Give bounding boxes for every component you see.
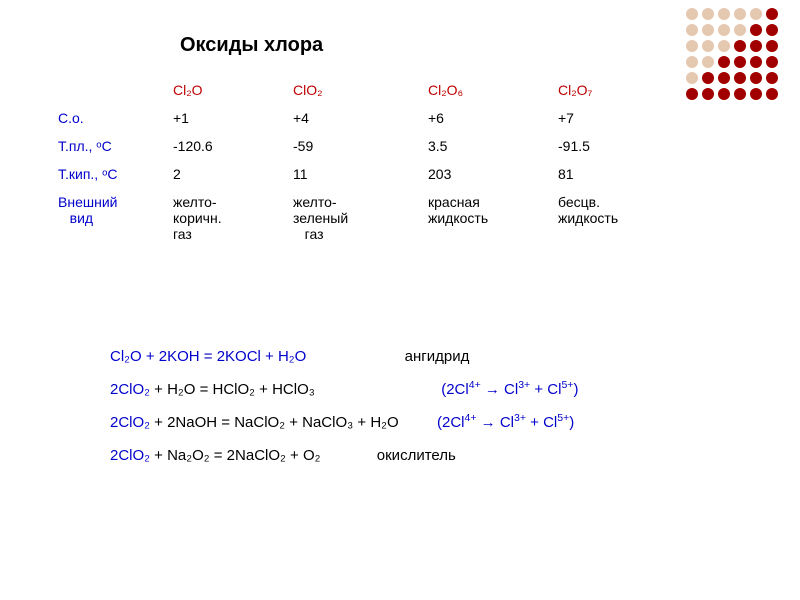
table-cell: Cl₂O [173,82,293,98]
reaction-1: Cl₂O + 2KOH = 2KOCl + H₂O ангидрид [110,340,578,373]
table-cell [58,82,173,98]
table-cell: -120.6 [173,138,293,154]
dot [750,8,762,20]
dot [686,40,698,52]
dot [718,24,730,36]
dot [686,24,698,36]
dot [766,56,778,68]
dot [750,72,762,84]
dot [718,8,730,20]
table-cell: 2 [173,166,293,182]
table-cell: Cl₂O₇ [558,82,668,98]
dot [702,8,714,20]
dot [734,56,746,68]
dot [686,72,698,84]
dot [718,88,730,100]
table-cell: красная жидкость [428,194,558,242]
dot [734,8,746,20]
reaction-2: 2ClO₂ + H₂O = HClO₂ + HClO₃ (2Cl4+ → Cl3… [110,373,578,406]
r2-lhs: 2ClO₂ [110,381,150,398]
dot [766,8,778,20]
dot [718,56,730,68]
dot [686,8,698,20]
reaction-list: Cl₂O + 2KOH = 2KOCl + H₂O ангидрид 2ClO₂… [110,340,578,472]
r4-rhs: + Na₂O₂ = 2NaClO₂ + O₂ [150,447,320,464]
table-cell: Внешний вид [58,194,173,242]
r2-note: (2Cl4+ → Cl3+ + Cl5+) [441,381,578,398]
dot [718,72,730,84]
dot [766,72,778,84]
dot [750,24,762,36]
dot [734,24,746,36]
dot [734,88,746,100]
dot [702,56,714,68]
dot [766,88,778,100]
table-cell: бесцв. жидкость [558,194,668,242]
reaction-1-eq: Cl₂O + 2KOH = 2KOCl + H₂O [110,348,306,365]
table-cell: +7 [558,110,668,126]
r3-rhs: + 2NaOH = NaClO₂ + NaClO₃ + H₂O [150,414,399,431]
r4-note: окислитель [377,447,456,464]
table-cell: +6 [428,110,558,126]
dot [702,40,714,52]
table-cell: -59 [293,138,428,154]
r2-rhs: + H₂O = HClO₂ + HClO₃ [150,381,315,398]
reaction-4: 2ClO₂ + Na₂O₂ = 2NaClO₂ + O₂ окислитель [110,439,578,472]
r4-lhs: 2ClO₂ [110,447,150,464]
page-title: Оксиды хлора [180,34,323,57]
dot [734,40,746,52]
dot [750,40,762,52]
dot [750,56,762,68]
table-cell: 11 [293,166,428,182]
dot [750,88,762,100]
table-cell: 3.5 [428,138,558,154]
table-cell: -91.5 [558,138,668,154]
table-cell: 81 [558,166,668,182]
table-cell: 203 [428,166,558,182]
r3-note: (2Cl4+ → Cl3+ + Cl5+) [437,414,574,431]
dot [766,40,778,52]
dot [702,72,714,84]
table-cell: +4 [293,110,428,126]
table-cell: желто- зеленый газ [293,194,428,242]
oxides-table: Cl₂OClO₂Cl₂O₆Cl₂O₇С.о.+1+4+6+7Т.пл., ᵒС-… [58,82,668,242]
reaction-1-note: ангидрид [405,348,470,365]
table-cell: Т.пл., ᵒС [58,138,173,154]
table-cell: С.о. [58,110,173,126]
table-cell: Т.кип., ᵒС [58,166,173,182]
dot [766,24,778,36]
reaction-3: 2ClO₂ + 2NaOH = NaClO₂ + NaClO₃ + H₂O (2… [110,406,578,439]
decorative-dot-grid [686,8,780,102]
dot [718,40,730,52]
dot [686,56,698,68]
dot [702,88,714,100]
r3-lhs: 2ClO₂ [110,414,150,431]
table-cell: Cl₂O₆ [428,82,558,98]
table-cell: ClO₂ [293,82,428,98]
table-cell: желто- коричн. газ [173,194,293,242]
dot [702,24,714,36]
table-cell: +1 [173,110,293,126]
dot [686,88,698,100]
dot [734,72,746,84]
